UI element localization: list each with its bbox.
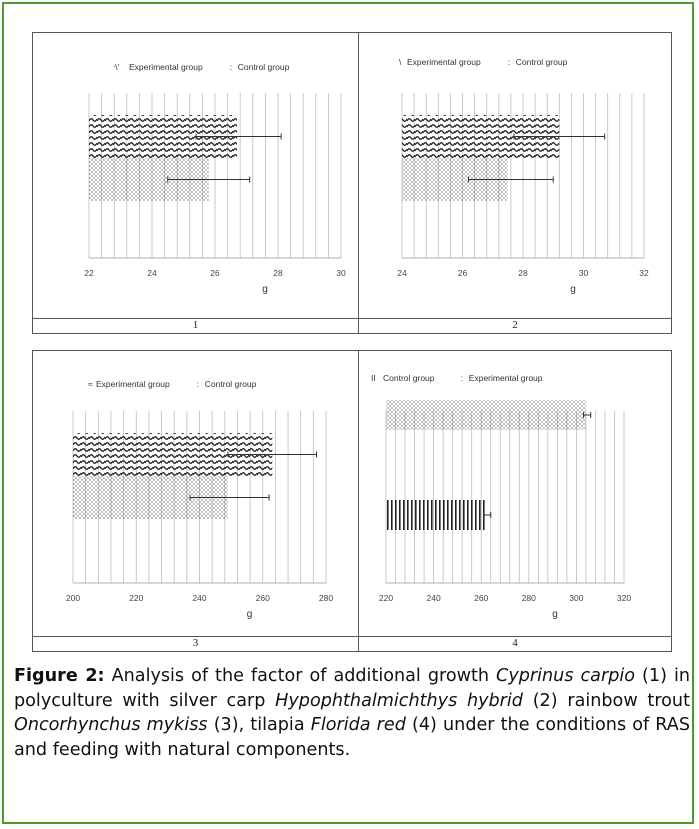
legend-marker: \ — [399, 57, 402, 67]
figure-caption: Figure 2: Analysis of the factor of addi… — [14, 664, 690, 762]
legend-label: Experimental group — [469, 373, 543, 383]
x-axis-label: g — [552, 609, 558, 620]
x-axis-label: g — [570, 284, 576, 295]
caption-species-4: Florida red — [310, 715, 406, 735]
legend-marker: II — [371, 373, 376, 383]
x-axis-label: g — [262, 284, 268, 295]
error-bar — [189, 494, 270, 501]
legend-marker: ᐧ\' — [113, 62, 120, 72]
panel-3-box: 200 220 240 260 280 g ≈ Experimental group: Co… — [32, 350, 359, 652]
error-bar — [227, 451, 318, 458]
x-tick-label: 320 — [617, 593, 631, 603]
x-tick-label: 220 — [379, 593, 393, 603]
legend-marker: : — [461, 373, 463, 383]
bar-experimental-group — [386, 400, 586, 430]
x-tick-label: 200 — [66, 593, 80, 603]
x-tick-label: 30 — [579, 268, 589, 278]
legend-label: Control group — [383, 373, 435, 383]
error-bar — [195, 133, 282, 140]
x-tick-label: 22 — [84, 268, 94, 278]
x-tick-label: 260 — [474, 593, 488, 603]
bar-control-group — [386, 500, 486, 530]
caption-text-4: (3), tilapia — [207, 715, 311, 735]
legend-marker: : — [230, 62, 232, 72]
panel-3-number: 3 — [192, 637, 199, 649]
panel-2-number: 2 — [512, 319, 518, 331]
x-tick-label: 240 — [192, 593, 206, 603]
error-bar — [483, 512, 492, 518]
x-tick-label: 26 — [458, 268, 468, 278]
panel-2-box: 24 26 28 30 32 g \ Experimental group: Control… — [358, 32, 672, 334]
x-tick-label: 24 — [147, 268, 157, 278]
legend-marker: : — [508, 57, 510, 67]
x-tick-label: 28 — [518, 268, 528, 278]
caption-species-1: Cyprinus carpio — [496, 666, 636, 686]
legend-label: Experimental group — [407, 57, 481, 67]
caption-text-5: (4) under the conditions of RAS and feed… — [14, 715, 691, 760]
legend-marker: ≈ — [88, 379, 93, 389]
caption-text-3: (2) rainbow trout — [522, 690, 690, 711]
error-bar — [167, 176, 251, 183]
x-tick-label: 260 — [256, 593, 270, 603]
caption-species-3: Oncorhynchus mykiss — [14, 715, 208, 735]
x-tick-label: 220 — [129, 593, 143, 603]
caption-text-2: (1) in polyculture with silver carp — [14, 666, 690, 711]
legend-label: Control group — [238, 62, 290, 72]
error-bar — [583, 412, 592, 418]
panel-1-number: 1 — [192, 319, 199, 331]
chart-panel-2: 24 26 28 30 32 g \ Experimental group: Control… — [397, 57, 649, 295]
x-tick-label: 26 — [210, 268, 220, 278]
chart-panel-3: 200 220 240 260 280 g ≈ Experimental group: Co… — [66, 379, 333, 620]
x-tick-label: 32 — [639, 268, 649, 278]
panel-4-box: 220 240 260 280 300 320 g II Control group: Exp… — [358, 350, 672, 652]
legend-label: Experimental group — [129, 62, 203, 72]
x-tick-label: 28 — [273, 268, 283, 278]
x-tick-label: 24 — [397, 268, 407, 278]
panel-1-box: 22 24 26 28 30 g ᐧ\' Experimental group: Contr… — [32, 32, 359, 334]
caption-species-2: Hypophthalmichthys hybrid — [275, 690, 523, 711]
caption-label: Figure 2: — [14, 666, 105, 686]
x-tick-label: 280 — [319, 593, 333, 603]
x-tick-label: 300 — [569, 593, 583, 603]
error-bar — [468, 176, 554, 183]
x-tick-label: 240 — [427, 593, 441, 603]
legend-marker: : — [197, 379, 199, 389]
legend-label: Control group — [516, 57, 568, 67]
x-axis-label: g — [247, 609, 253, 620]
caption-text-1: Analysis of the factor of additional gro… — [104, 666, 497, 686]
x-tick-label: 30 — [336, 268, 346, 278]
chart-panel-4: 220 240 260 280 300 320 g II Control group: Exp… — [371, 373, 631, 620]
panel-4-number: 4 — [512, 637, 518, 649]
chart-panel-1: 22 24 26 28 30 g ᐧ\' Experimental group: Contr… — [84, 62, 346, 295]
legend-label: Experimental group — [96, 379, 170, 389]
error-bar — [513, 133, 606, 140]
legend-label: Control group — [205, 379, 257, 389]
x-tick-label: 280 — [522, 593, 536, 603]
